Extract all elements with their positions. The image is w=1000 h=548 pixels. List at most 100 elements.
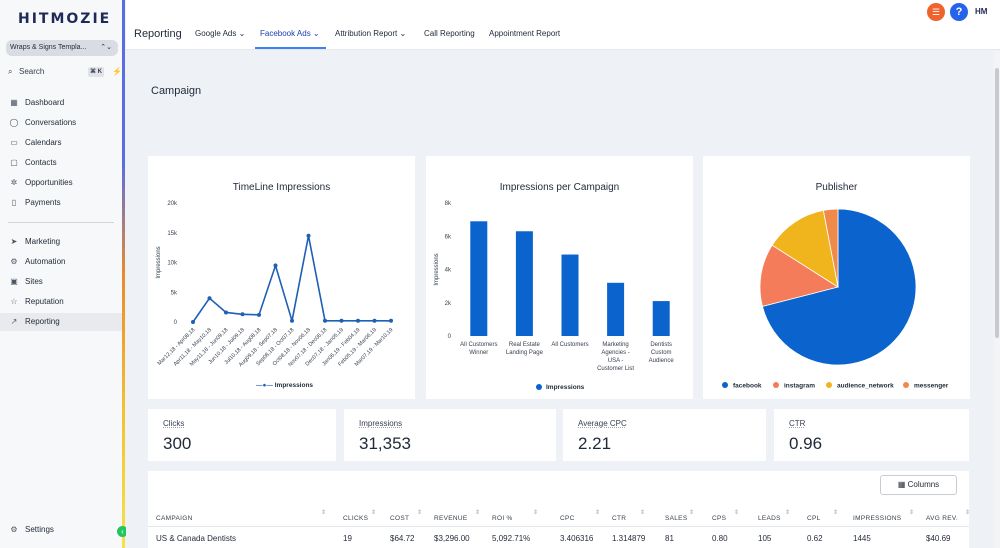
notifications-icon[interactable]: ☰ [927,3,945,21]
collapse-sidebar-button[interactable]: ‹ [117,526,128,537]
publisher-chart-card: Publisher facebook instagram audience_netw… [703,156,970,399]
tab-attribution-report[interactable]: Attribution Report ⌄ [335,29,407,38]
table-cell[interactable]: US & Canada Dentists [156,534,237,543]
chart-title: Impressions per Campaign [499,182,620,193]
tab-google-ads[interactable]: Google Ads ⌄ [195,29,246,38]
stat-card-impressions: Impressions 31,353 [344,409,556,461]
column-header[interactable]: LEADS [758,515,781,522]
sort-icon[interactable]: ⇕ [965,510,969,516]
avatar[interactable]: HM [975,7,988,16]
legend-label[interactable]: instagram [784,383,815,390]
legend-dot-icon [722,382,728,388]
data-point[interactable] [306,233,311,238]
columns-icon: ▦ [897,480,906,489]
legend-dot-icon [536,384,542,390]
column-header[interactable]: ROI % [492,515,513,522]
column-header[interactable]: CTR [612,515,627,522]
sidebar-item-sites[interactable]: ▣ Sites [0,273,122,291]
tab-call-reporting[interactable]: Call Reporting [424,29,475,38]
sidebar: HITMOZIE Wraps & Signs Templa... ⌃⌄ ⌕ Sea… [0,0,123,548]
data-point[interactable] [356,318,360,323]
data-point[interactable] [339,318,344,323]
sort-icon[interactable]: ⇕ [595,510,601,516]
pie-slice-instagram[interactable] [759,244,839,307]
data-point[interactable] [389,318,393,323]
sidebar-item-contacts[interactable]: ▢ Contacts [0,154,122,172]
sort-icon[interactable]: ⇕ [640,510,646,516]
bar[interactable] [561,254,579,336]
calendar-icon: ▭ [10,138,18,147]
column-header[interactable]: CPL [807,515,821,522]
legend-label[interactable]: messenger [914,383,949,390]
sidebar-item-settings[interactable]: ⚙ Settings [0,521,122,539]
sort-icon[interactable]: ⇕ [734,510,740,516]
legend-dot-icon [773,382,779,388]
pie-slice-messenger[interactable] [822,208,839,288]
sort-icon[interactable]: ⇕ [833,510,839,516]
legend-label[interactable]: audience_network [837,383,894,390]
page-title: Reporting [134,28,182,40]
column-header[interactable]: CAMPAIGN [156,515,193,522]
sidebar-item-reporting[interactable]: ↗ Reporting [0,313,122,331]
data-point[interactable] [191,320,195,324]
bar[interactable] [470,221,488,336]
sidebar-item-label: Reputation [25,297,64,306]
column-header[interactable]: SALES [665,515,688,522]
sort-icon[interactable]: ⇕ [417,510,423,516]
data-point[interactable] [290,318,294,323]
sidebar-item-dashboard[interactable]: ▦ Dashboard [0,94,122,112]
tab-appointment-report[interactable]: Appointment Report [489,29,561,38]
campaign-chart: 0 2k 4k 6k 8k Impressions All Customers Winner R… [434,201,674,372]
data-point[interactable] [372,318,377,323]
data-point[interactable] [257,312,261,317]
bar[interactable] [652,301,670,336]
help-icon[interactable]: ? [950,3,968,21]
sites-icon: ▣ [10,277,18,286]
data-point[interactable] [273,263,278,268]
tab-facebook-ads[interactable]: Facebook Ads ⌄ [260,29,320,38]
location-switcher[interactable]: Wraps & Signs Templa... ⌃⌄ [6,40,118,56]
sidebar-item-payments[interactable]: ▯ Payments [0,194,122,212]
sort-icon[interactable]: ⇕ [689,510,695,516]
legend-label[interactable]: facebook [733,383,762,390]
column-header[interactable]: COST [390,515,410,522]
column-header[interactable]: CPC [560,515,575,522]
sidebar-item-calendars[interactable]: ▭ Calendars [0,134,122,152]
column-header[interactable]: AVG REV. [926,515,959,522]
sort-icon[interactable]: ⇕ [533,510,539,516]
data-point[interactable] [323,318,327,323]
bar[interactable] [607,282,625,336]
bar[interactable] [515,231,533,336]
legend-line-icon: —●— [256,382,273,389]
sidebar-item-automation[interactable]: ⚙ Automation [0,253,122,271]
column-header[interactable]: IMPRESSIONS [853,515,902,522]
data-point[interactable] [224,310,228,315]
sidebar-item-reputation[interactable]: ☆ Reputation [0,293,122,311]
sort-icon[interactable]: ⇕ [475,510,481,516]
sort-icon[interactable]: ⇕ [371,510,377,516]
pie-slice-facebook[interactable] [761,208,917,366]
sidebar-item-marketing[interactable]: ➤ Marketing [0,233,122,251]
column-header[interactable]: CPS [712,515,727,522]
scrollbar-thumb[interactable] [995,68,999,338]
sidebar-item-conversations[interactable]: ◯ Conversations [0,114,122,132]
columns-button[interactable]: ▦ Columns [880,475,957,495]
sort-icon[interactable]: ⇕ [909,510,915,516]
columns-button-label: Columns [907,480,940,489]
column-header[interactable]: REVENUE [434,515,468,522]
stat-value: 31,353 [359,434,411,453]
sidebar-item-label: Payments [25,198,61,207]
sort-icon[interactable]: ⇕ [785,510,791,516]
search-bar[interactable]: ⌕ Search ⌘ K ⚡ [6,65,122,79]
sort-icon[interactable]: ⇕ [321,510,327,516]
column-header[interactable]: CLICKS [343,515,369,522]
sidebar-item-opportunities[interactable]: ✲ Opportunities [0,174,122,192]
data-point[interactable] [207,296,212,301]
pie-slice-audience_network[interactable] [771,209,839,288]
data-point[interactable] [240,312,245,317]
location-name: Wraps & Signs Templa... [10,44,87,51]
sidebar-item-label: Contacts [25,158,57,167]
campaign-chart-card: Impressions per Campaign 0 2k 4k 6k 8k Impres… [426,156,693,399]
quick-action-icon[interactable]: ⚡ [112,67,122,76]
